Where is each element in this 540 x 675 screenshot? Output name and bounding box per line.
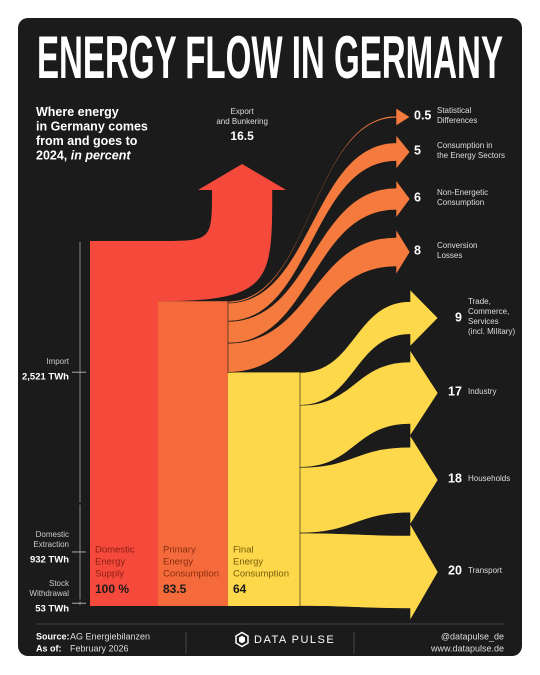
flow bbox=[299, 522, 439, 622]
flow bbox=[227, 107, 411, 304]
flow-label: Conversion bbox=[437, 241, 477, 250]
flow-label: Losses bbox=[437, 251, 462, 260]
stage-label: Primary bbox=[163, 545, 196, 556]
flows bbox=[72, 107, 439, 622]
stage-value: 100 % bbox=[95, 582, 129, 596]
flow-value: 6 bbox=[414, 190, 421, 204]
stage-label: Consumption bbox=[233, 569, 289, 580]
brand-logo bbox=[235, 631, 249, 648]
subtitle-text: 2024, bbox=[36, 149, 67, 163]
subtitle-text: Where energy bbox=[36, 105, 119, 119]
flow bbox=[227, 228, 411, 373]
source-label: Stock bbox=[49, 579, 70, 588]
source-label: Source: bbox=[36, 631, 70, 641]
flow bbox=[299, 288, 439, 406]
stage-label: Consumption bbox=[163, 569, 219, 580]
source-value: 2,521 TWh bbox=[22, 372, 69, 383]
flow-label: (incl. Military) bbox=[468, 327, 515, 336]
stage-column bbox=[90, 241, 158, 606]
brand: DATA PULSE bbox=[254, 634, 335, 646]
source: AG Energiebilanzen bbox=[70, 631, 150, 641]
flow-value: 16.5 bbox=[230, 129, 254, 143]
source-value: 932 TWh bbox=[30, 555, 69, 566]
stage-value: 64 bbox=[233, 582, 247, 596]
source-label: Withdrawal bbox=[29, 589, 69, 598]
subtitle-line: Where energy bbox=[36, 105, 119, 119]
flow-label: and Bunkering bbox=[216, 117, 268, 126]
asof: February 2026 bbox=[70, 643, 129, 653]
flow bbox=[158, 164, 287, 302]
stage-label: Energy bbox=[95, 557, 125, 568]
flow-value: 20 bbox=[448, 563, 462, 577]
flow-label: Differences bbox=[437, 116, 477, 125]
flow-label: Households bbox=[468, 474, 510, 483]
flow bbox=[299, 348, 439, 468]
flow-value: 8 bbox=[414, 243, 421, 257]
stage-value: 83.5 bbox=[163, 582, 187, 596]
website: www.datapulse.de bbox=[430, 643, 504, 653]
flow-label: Trade, bbox=[468, 297, 491, 306]
flow-label: Export bbox=[231, 107, 255, 116]
subtitle-text: in Germany comes bbox=[36, 120, 148, 134]
stage-label: Domestic bbox=[95, 545, 135, 556]
subtitle-text: from and goes to bbox=[36, 134, 138, 148]
flow-label: Consumption bbox=[437, 198, 484, 207]
flow bbox=[227, 179, 411, 344]
stage-label: Energy bbox=[233, 557, 263, 568]
flow-value: 17 bbox=[448, 384, 462, 398]
stage-label: Energy bbox=[163, 557, 193, 568]
flow-value: 9 bbox=[455, 310, 462, 324]
flow-label: Industry bbox=[468, 387, 496, 396]
flow-value: 18 bbox=[448, 471, 462, 485]
source-label: Import bbox=[46, 357, 69, 366]
source-label: Domestic bbox=[36, 530, 69, 539]
flow bbox=[299, 434, 439, 534]
stage-label: Final bbox=[233, 545, 254, 556]
subtitle-line: in Germany comes bbox=[36, 120, 148, 134]
flow-label: Transport bbox=[468, 566, 503, 575]
flow-label: Consumption in bbox=[437, 141, 493, 150]
flow-value: 5 bbox=[414, 143, 421, 157]
subtitle-line: from and goes to bbox=[36, 134, 138, 148]
flow-value: 0.5 bbox=[414, 108, 431, 122]
flow-label: Statistical bbox=[437, 106, 471, 115]
stage-label: Supply bbox=[95, 569, 124, 580]
flow bbox=[227, 134, 411, 322]
flow-label: Non-Energetic bbox=[437, 188, 488, 197]
subtitle-line: 2024, in percent bbox=[36, 149, 131, 163]
stage-column bbox=[228, 372, 300, 606]
flow-label: the Energy Sectors bbox=[437, 151, 505, 160]
source-value: 53 TWh bbox=[35, 604, 69, 615]
asof-label: As of: bbox=[36, 643, 62, 653]
source-label: Extraction bbox=[33, 540, 69, 549]
handle: @datapulse_de bbox=[441, 631, 504, 641]
flow-label: Services bbox=[468, 317, 499, 326]
title: ENERGY FLOW IN GERMANY bbox=[37, 24, 503, 91]
subtitle-emphasis: in percent bbox=[71, 149, 132, 163]
stage-column bbox=[158, 301, 228, 606]
flow-label: Commerce, bbox=[468, 307, 509, 316]
